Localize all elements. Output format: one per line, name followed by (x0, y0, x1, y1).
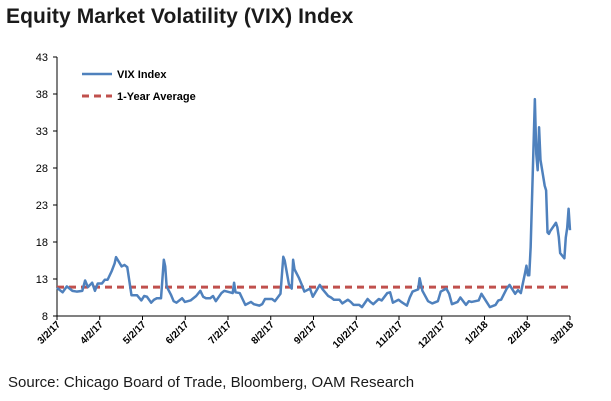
legend-label: 1-Year Average (117, 91, 196, 103)
y-tick-label: 33 (36, 126, 48, 138)
x-tick-label: 4/2/17 (78, 319, 106, 347)
x-tick-label: 2/2/18 (506, 319, 534, 347)
y-tick-label: 28 (36, 163, 48, 175)
y-tick-label: 38 (36, 89, 48, 101)
x-tick-label: 9/2/17 (292, 319, 320, 347)
x-tick-label: 3/2/18 (549, 319, 577, 347)
chart-title: Equity Market Volatility (VIX) Index (6, 5, 354, 28)
series-lines (56, 97, 572, 309)
x-tick-label: 11/2/17 (374, 319, 405, 350)
x-tick-label: 8/2/17 (249, 319, 277, 347)
x-tick-label: 6/2/17 (164, 319, 192, 347)
x-tick-label: 5/2/17 (121, 319, 149, 347)
x-axis-ticks: 3/2/17 4/2/17 5/2/17 6/2/17 7/2/17 8/2/17 9/2/… (36, 316, 577, 351)
y-tick-label: 13 (36, 274, 48, 286)
chart-legend: VIX Index 1-Year Average (82, 69, 196, 103)
x-tick-label: 3/2/17 (36, 319, 64, 347)
source-note: Source: Chicago Board of Trade, Bloomber… (8, 374, 415, 391)
y-tick-label: 8 (42, 311, 48, 323)
x-tick-label: 10/2/17 (331, 319, 363, 351)
y-tick-label: 18 (36, 237, 48, 249)
x-tick-label: 7/2/17 (207, 319, 235, 347)
x-tick-label: 1/2/18 (463, 319, 491, 347)
y-tick-label: 23 (36, 200, 48, 212)
legend-label: VIX Index (117, 69, 167, 81)
x-tick-label: 12/2/17 (416, 319, 448, 351)
y-axis-ticks: 8 13 18 23 28 33 38 43 (36, 52, 57, 323)
vix-line (56, 97, 572, 309)
y-tick-label: 43 (36, 52, 48, 64)
